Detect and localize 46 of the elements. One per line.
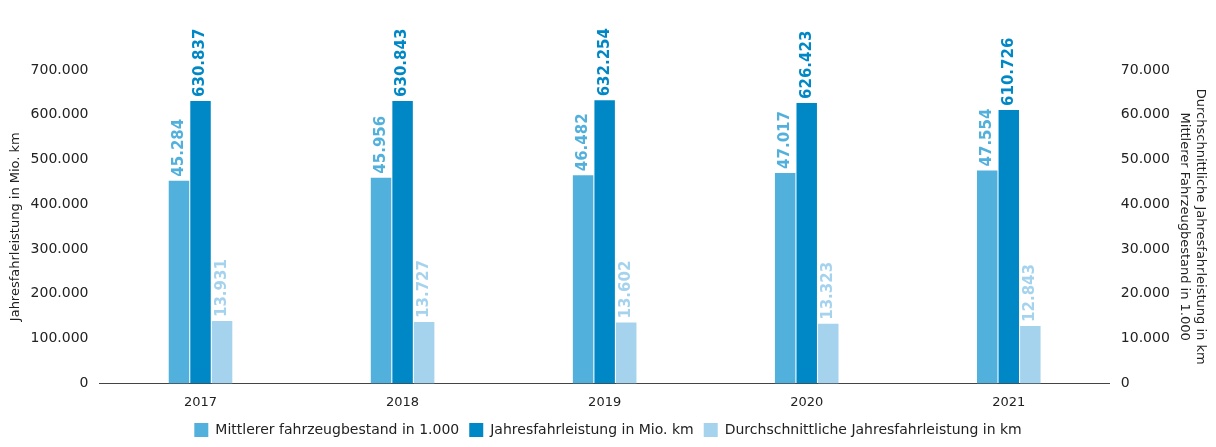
- y-tick-label: 500.000: [30, 150, 89, 167]
- legend-label: Mittlerer fahrzeugbestand in 1.000: [215, 420, 460, 437]
- data-label: 45.284: [168, 118, 187, 177]
- y-tick-label: 200.000: [30, 284, 89, 301]
- y2-axis-title: Durchschnittliche Jahresfahrleistung in km Mittlerer Fahrzeugbestand in 1.000: [1178, 88, 1209, 365]
- data-label: 46.482: [572, 113, 591, 172]
- bar: [1020, 325, 1041, 384]
- y-tick-label: 300.000: [30, 239, 89, 256]
- x-tick-label: 2021: [992, 393, 1026, 409]
- data-label: 47.554: [977, 108, 996, 167]
- y-axis-title: Jahresfahrleistung in Mio. km: [7, 132, 23, 323]
- legend-label: Jahresfahrleistung in Mio. km: [489, 420, 694, 437]
- y-tick-label: 700.000: [30, 60, 89, 77]
- bar: [413, 321, 435, 384]
- y2-tick-label: 0: [1120, 374, 1130, 391]
- y2-tick-label: 10.000: [1120, 329, 1170, 346]
- x-tick-label: 2019: [588, 393, 622, 409]
- x-tick-label: 2018: [386, 393, 420, 409]
- y-tick-label: 400.000: [30, 194, 89, 211]
- data-label: 632.254: [594, 28, 613, 97]
- data-label: 626.423: [796, 30, 815, 99]
- data-label: 630.837: [190, 28, 209, 97]
- data-label: 12.843: [1020, 264, 1039, 322]
- bar: [211, 321, 233, 384]
- data-label: 45.956: [370, 115, 389, 174]
- bar: [615, 322, 637, 384]
- legend-label: Durchschnittliche Jahresfahrleistung in km: [724, 420, 1022, 437]
- data-label: 610.726: [998, 37, 1017, 106]
- y2-tick-label: 30.000: [1120, 239, 1170, 256]
- y-tick-label: 600.000: [30, 105, 89, 122]
- y-tick-label: 0: [79, 374, 89, 391]
- x-tick-label: 2017: [183, 393, 218, 409]
- y2-tick-label: 60.000: [1120, 105, 1170, 122]
- y2-tick-label: 20.000: [1120, 284, 1170, 301]
- y2-tick-label: 50.000: [1120, 150, 1170, 167]
- data-label: 13.323: [818, 261, 837, 320]
- data-label: 13.727: [414, 260, 433, 318]
- y-tick-label: 100.000: [30, 329, 89, 346]
- y2-tick-label: 40.000: [1120, 194, 1170, 211]
- bar: [818, 323, 839, 384]
- x-tick-label: 2020: [790, 393, 824, 409]
- data-label: 13.931: [211, 259, 230, 318]
- data-label: 47.017: [775, 111, 794, 169]
- data-label: 630.843: [392, 28, 411, 97]
- y2-tick-label: 70.000: [1120, 60, 1170, 77]
- data-label: 13.602: [616, 260, 635, 319]
